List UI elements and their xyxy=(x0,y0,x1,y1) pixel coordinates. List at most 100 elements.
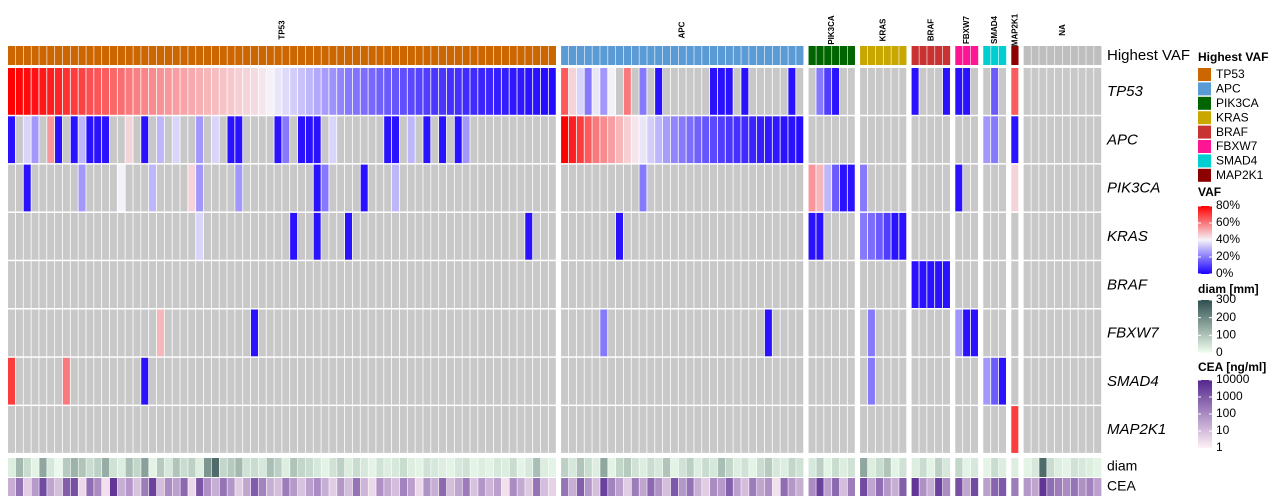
missing-cell xyxy=(188,309,196,357)
missing-cell xyxy=(62,116,70,164)
missing-cell xyxy=(662,261,671,308)
vaf-cell xyxy=(919,261,927,308)
missing-cell xyxy=(344,116,353,164)
missing-cell xyxy=(368,116,376,164)
missing-cell xyxy=(525,357,533,405)
missing-cell xyxy=(501,406,509,453)
missing-cell xyxy=(757,261,765,308)
missing-cell xyxy=(446,309,454,357)
missing-cell xyxy=(875,164,883,212)
missing-cell xyxy=(725,164,733,212)
diam-cell xyxy=(694,458,702,477)
missing-cell xyxy=(1062,164,1070,212)
cea-cell xyxy=(709,478,718,496)
missing-cell xyxy=(39,357,47,405)
missing-cell xyxy=(860,357,868,405)
missing-cell xyxy=(702,357,710,405)
vaf-cell xyxy=(525,212,533,260)
vaf-cell xyxy=(998,357,1006,405)
vaf-cell xyxy=(446,68,454,115)
missing-cell xyxy=(741,309,749,357)
vaf-cell xyxy=(709,68,718,115)
vaf-cell xyxy=(392,68,400,115)
group-annotation-cell xyxy=(31,46,39,65)
group-annotation-cell xyxy=(407,46,415,65)
group-annotation-cell xyxy=(780,46,788,65)
missing-cell xyxy=(1031,406,1039,453)
vaf-cell xyxy=(788,68,796,115)
missing-cell xyxy=(172,164,180,212)
missing-cell xyxy=(431,406,439,453)
missing-cell xyxy=(55,212,63,260)
missing-cell xyxy=(927,116,935,164)
missing-cell xyxy=(1039,164,1047,212)
missing-cell xyxy=(717,164,725,212)
missing-cell xyxy=(867,261,875,308)
group-annotation-cell xyxy=(709,46,718,65)
cea-cell xyxy=(911,478,919,496)
diam-cell xyxy=(525,458,533,477)
vaf-cell xyxy=(639,68,647,115)
vaf-cell xyxy=(235,116,243,164)
vaf-cell xyxy=(227,68,235,115)
diam-cell xyxy=(462,458,470,477)
missing-cell xyxy=(1078,68,1086,115)
vaf-cell xyxy=(757,116,765,164)
missing-cell xyxy=(709,309,718,357)
missing-cell xyxy=(109,357,117,405)
missing-cell xyxy=(470,309,478,357)
missing-cell xyxy=(796,261,804,308)
missing-cell xyxy=(47,261,55,308)
missing-cell xyxy=(839,116,847,164)
missing-cell xyxy=(1062,357,1070,405)
missing-cell xyxy=(891,261,899,308)
missing-cell xyxy=(211,357,219,405)
vaf-cell xyxy=(764,309,772,357)
missing-cell xyxy=(883,357,891,405)
group-annotation-cell xyxy=(796,46,804,65)
missing-cell xyxy=(1054,68,1063,115)
diam-cell xyxy=(290,458,298,477)
tick-label: 1000 xyxy=(1216,389,1243,403)
diam-cell xyxy=(1047,458,1055,477)
vaf-cell xyxy=(725,116,733,164)
missing-cell xyxy=(211,164,219,212)
missing-cell xyxy=(561,406,569,453)
missing-cell xyxy=(548,164,556,212)
missing-cell xyxy=(927,212,935,260)
group-annotation-cell xyxy=(423,46,431,65)
missing-cell xyxy=(219,116,227,164)
group-annotation-cell xyxy=(290,46,298,65)
missing-cell xyxy=(94,309,102,357)
cea-cell xyxy=(78,478,86,496)
missing-cell xyxy=(407,357,415,405)
missing-cell xyxy=(156,261,164,308)
diam-cell xyxy=(501,458,509,477)
vaf-cell xyxy=(70,116,78,164)
missing-cell xyxy=(702,212,710,260)
vaf-cell xyxy=(196,68,204,115)
missing-cell xyxy=(631,164,639,212)
vaf-cell xyxy=(172,116,180,164)
missing-cell xyxy=(376,164,384,212)
vaf-cell xyxy=(149,164,157,212)
vaf-cell xyxy=(156,116,164,164)
diam-cell xyxy=(796,458,804,477)
missing-cell xyxy=(470,164,478,212)
vaf-cell xyxy=(392,164,400,212)
cea-cell xyxy=(808,478,816,496)
missing-cell xyxy=(125,164,133,212)
missing-cell xyxy=(321,261,329,308)
vaf-cell xyxy=(639,164,647,212)
missing-cell xyxy=(164,212,172,260)
group-annotation-cell xyxy=(211,46,219,65)
missing-cell xyxy=(548,309,556,357)
group-annotation-cell xyxy=(955,46,963,65)
missing-cell xyxy=(757,68,765,115)
legend-label: BRAF xyxy=(1216,125,1248,139)
diam-cell xyxy=(164,458,172,477)
cea-cell xyxy=(517,478,525,496)
missing-cell xyxy=(1054,116,1063,164)
cea-cell xyxy=(344,478,353,496)
missing-cell xyxy=(8,309,16,357)
